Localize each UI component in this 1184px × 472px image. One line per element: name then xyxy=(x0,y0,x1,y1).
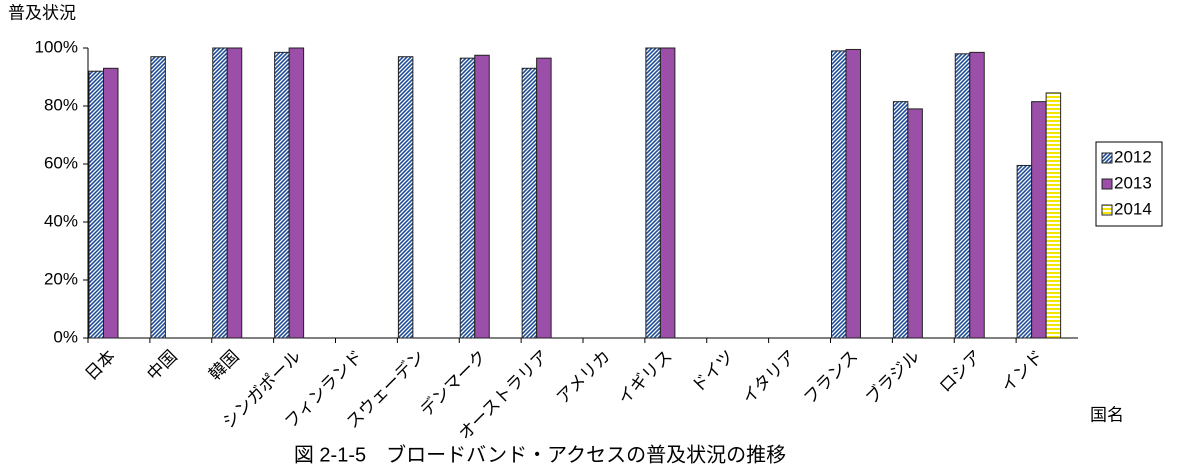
bar xyxy=(474,54,490,339)
bar xyxy=(288,47,305,339)
legend-swatch xyxy=(1101,178,1113,190)
legend-swatch xyxy=(1101,204,1113,216)
bar xyxy=(397,56,414,339)
bar xyxy=(1045,92,1062,339)
legend-label: 2014 xyxy=(1114,199,1152,218)
legend-label: 2013 xyxy=(1114,173,1152,192)
x-axis-label: 国名 xyxy=(1090,405,1124,424)
bar xyxy=(212,47,228,339)
bar xyxy=(892,101,909,339)
x-tick-label: インド xyxy=(998,347,1047,396)
bar xyxy=(459,57,476,339)
x-tick-label: ブラジル xyxy=(861,346,923,408)
x-tick-label: 日本 xyxy=(81,347,118,384)
legend-label: 2012 xyxy=(1114,147,1152,166)
bar xyxy=(88,70,104,339)
legend-swatch xyxy=(1101,152,1113,164)
bar xyxy=(831,50,847,339)
x-tick-label: フランス xyxy=(800,347,861,408)
bar xyxy=(907,108,923,339)
bar xyxy=(1016,164,1033,339)
x-tick-label: ドイツ xyxy=(688,347,737,396)
x-tick-label: 中国 xyxy=(143,347,180,384)
bar xyxy=(1031,101,1047,339)
y-tick-label: 60% xyxy=(44,153,78,172)
y-tick-label: 0% xyxy=(53,327,78,346)
bar xyxy=(536,57,552,339)
bar xyxy=(226,47,243,339)
y-tick-label: 20% xyxy=(44,269,78,288)
y-axis-label: 普及状況 xyxy=(8,3,76,22)
x-tick-label: イギリス xyxy=(614,347,676,409)
x-tick-label: イタリア xyxy=(739,347,800,408)
caption: 図 2-1-5 ブロードバンド・アクセスの普及状況の推移 xyxy=(294,442,786,466)
x-tick-label: ロシア xyxy=(936,347,985,396)
bar xyxy=(954,53,971,339)
y-tick-label: 100% xyxy=(35,37,78,56)
bar xyxy=(645,47,661,339)
y-tick-label: 40% xyxy=(44,211,78,230)
bar xyxy=(969,51,985,339)
bar xyxy=(150,56,166,339)
bar xyxy=(103,67,119,339)
bar xyxy=(274,51,290,339)
bar xyxy=(521,67,538,339)
x-tick-label: 韓国 xyxy=(205,347,242,384)
x-tick-label: アメリカ xyxy=(553,347,614,408)
y-tick-label: 80% xyxy=(44,95,78,114)
bar xyxy=(659,47,676,339)
bar xyxy=(845,48,861,339)
